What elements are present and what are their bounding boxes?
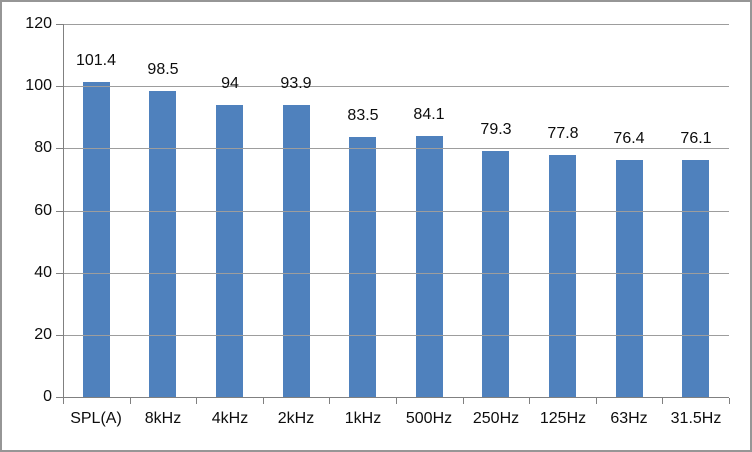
bar [149,91,176,397]
x-axis-tick [63,398,64,404]
x-category-label: 8kHz [144,410,182,427]
x-axis-tick [662,398,663,404]
gridline-120 [64,24,729,25]
bar [616,160,643,397]
bar [216,105,243,397]
data-label: 76.1 [680,130,712,147]
y-axis-tick [56,24,63,25]
data-label: 77.8 [547,125,579,142]
x-category-label: 63Hz [610,410,648,427]
gridline-20 [64,334,729,336]
gridline-80 [64,148,729,150]
y-axis-tick [56,210,63,212]
x-category-label: SPL(A) [70,410,122,427]
data-label: 98.5 [147,61,179,78]
bar [83,82,110,397]
data-label: 76.4 [613,130,645,147]
bar [416,136,443,397]
x-category-label: 4kHz [211,410,249,427]
y-tick-label: 60 [34,201,52,219]
y-tick-label: 80 [34,139,52,157]
y-tick-label: 100 [25,77,52,95]
y-axis-tick [56,397,63,398]
gridline-40 [64,272,729,274]
bar [682,160,709,397]
x-axis-tick [596,398,597,404]
x-axis-tick [729,398,730,404]
y-tick-label: 120 [25,15,52,32]
x-axis-tick [463,398,464,404]
x-axis-line [63,397,729,398]
x-category-label: 1kHz [344,410,382,427]
data-label: 84.1 [413,106,445,123]
x-category-label: 125Hz [539,410,587,427]
y-axis-tick [56,148,63,150]
x-axis-tick [396,398,397,404]
x-axis-tick [130,398,131,404]
data-label: 94 [221,75,239,92]
x-axis-tick [263,398,264,404]
bar [549,155,576,397]
data-label: 101.4 [75,52,117,69]
x-axis-tick [529,398,530,404]
x-axis-tick [196,398,197,404]
y-tick-label: 20 [34,325,52,343]
y-tick-label: 40 [34,263,52,281]
x-category-label: 250Hz [472,410,520,427]
data-label: 79.3 [480,121,512,138]
y-axis-tick [56,272,63,274]
x-category-label: 500Hz [405,410,453,427]
y-axis-line [63,24,64,397]
bar [349,137,376,397]
data-label: 83.5 [347,107,379,124]
bar [482,151,509,397]
gridline-100 [64,86,729,88]
y-axis-tick [56,86,63,88]
plot-area [63,24,729,397]
bar [283,105,310,397]
x-category-label: 2kHz [277,410,315,427]
y-tick-label: 0 [43,388,52,405]
data-label: 93.9 [280,75,312,92]
gridline-60 [64,210,729,212]
x-axis-tick [329,398,330,404]
x-category-label: 31.5Hz [670,410,722,427]
y-axis-tick [56,334,63,336]
